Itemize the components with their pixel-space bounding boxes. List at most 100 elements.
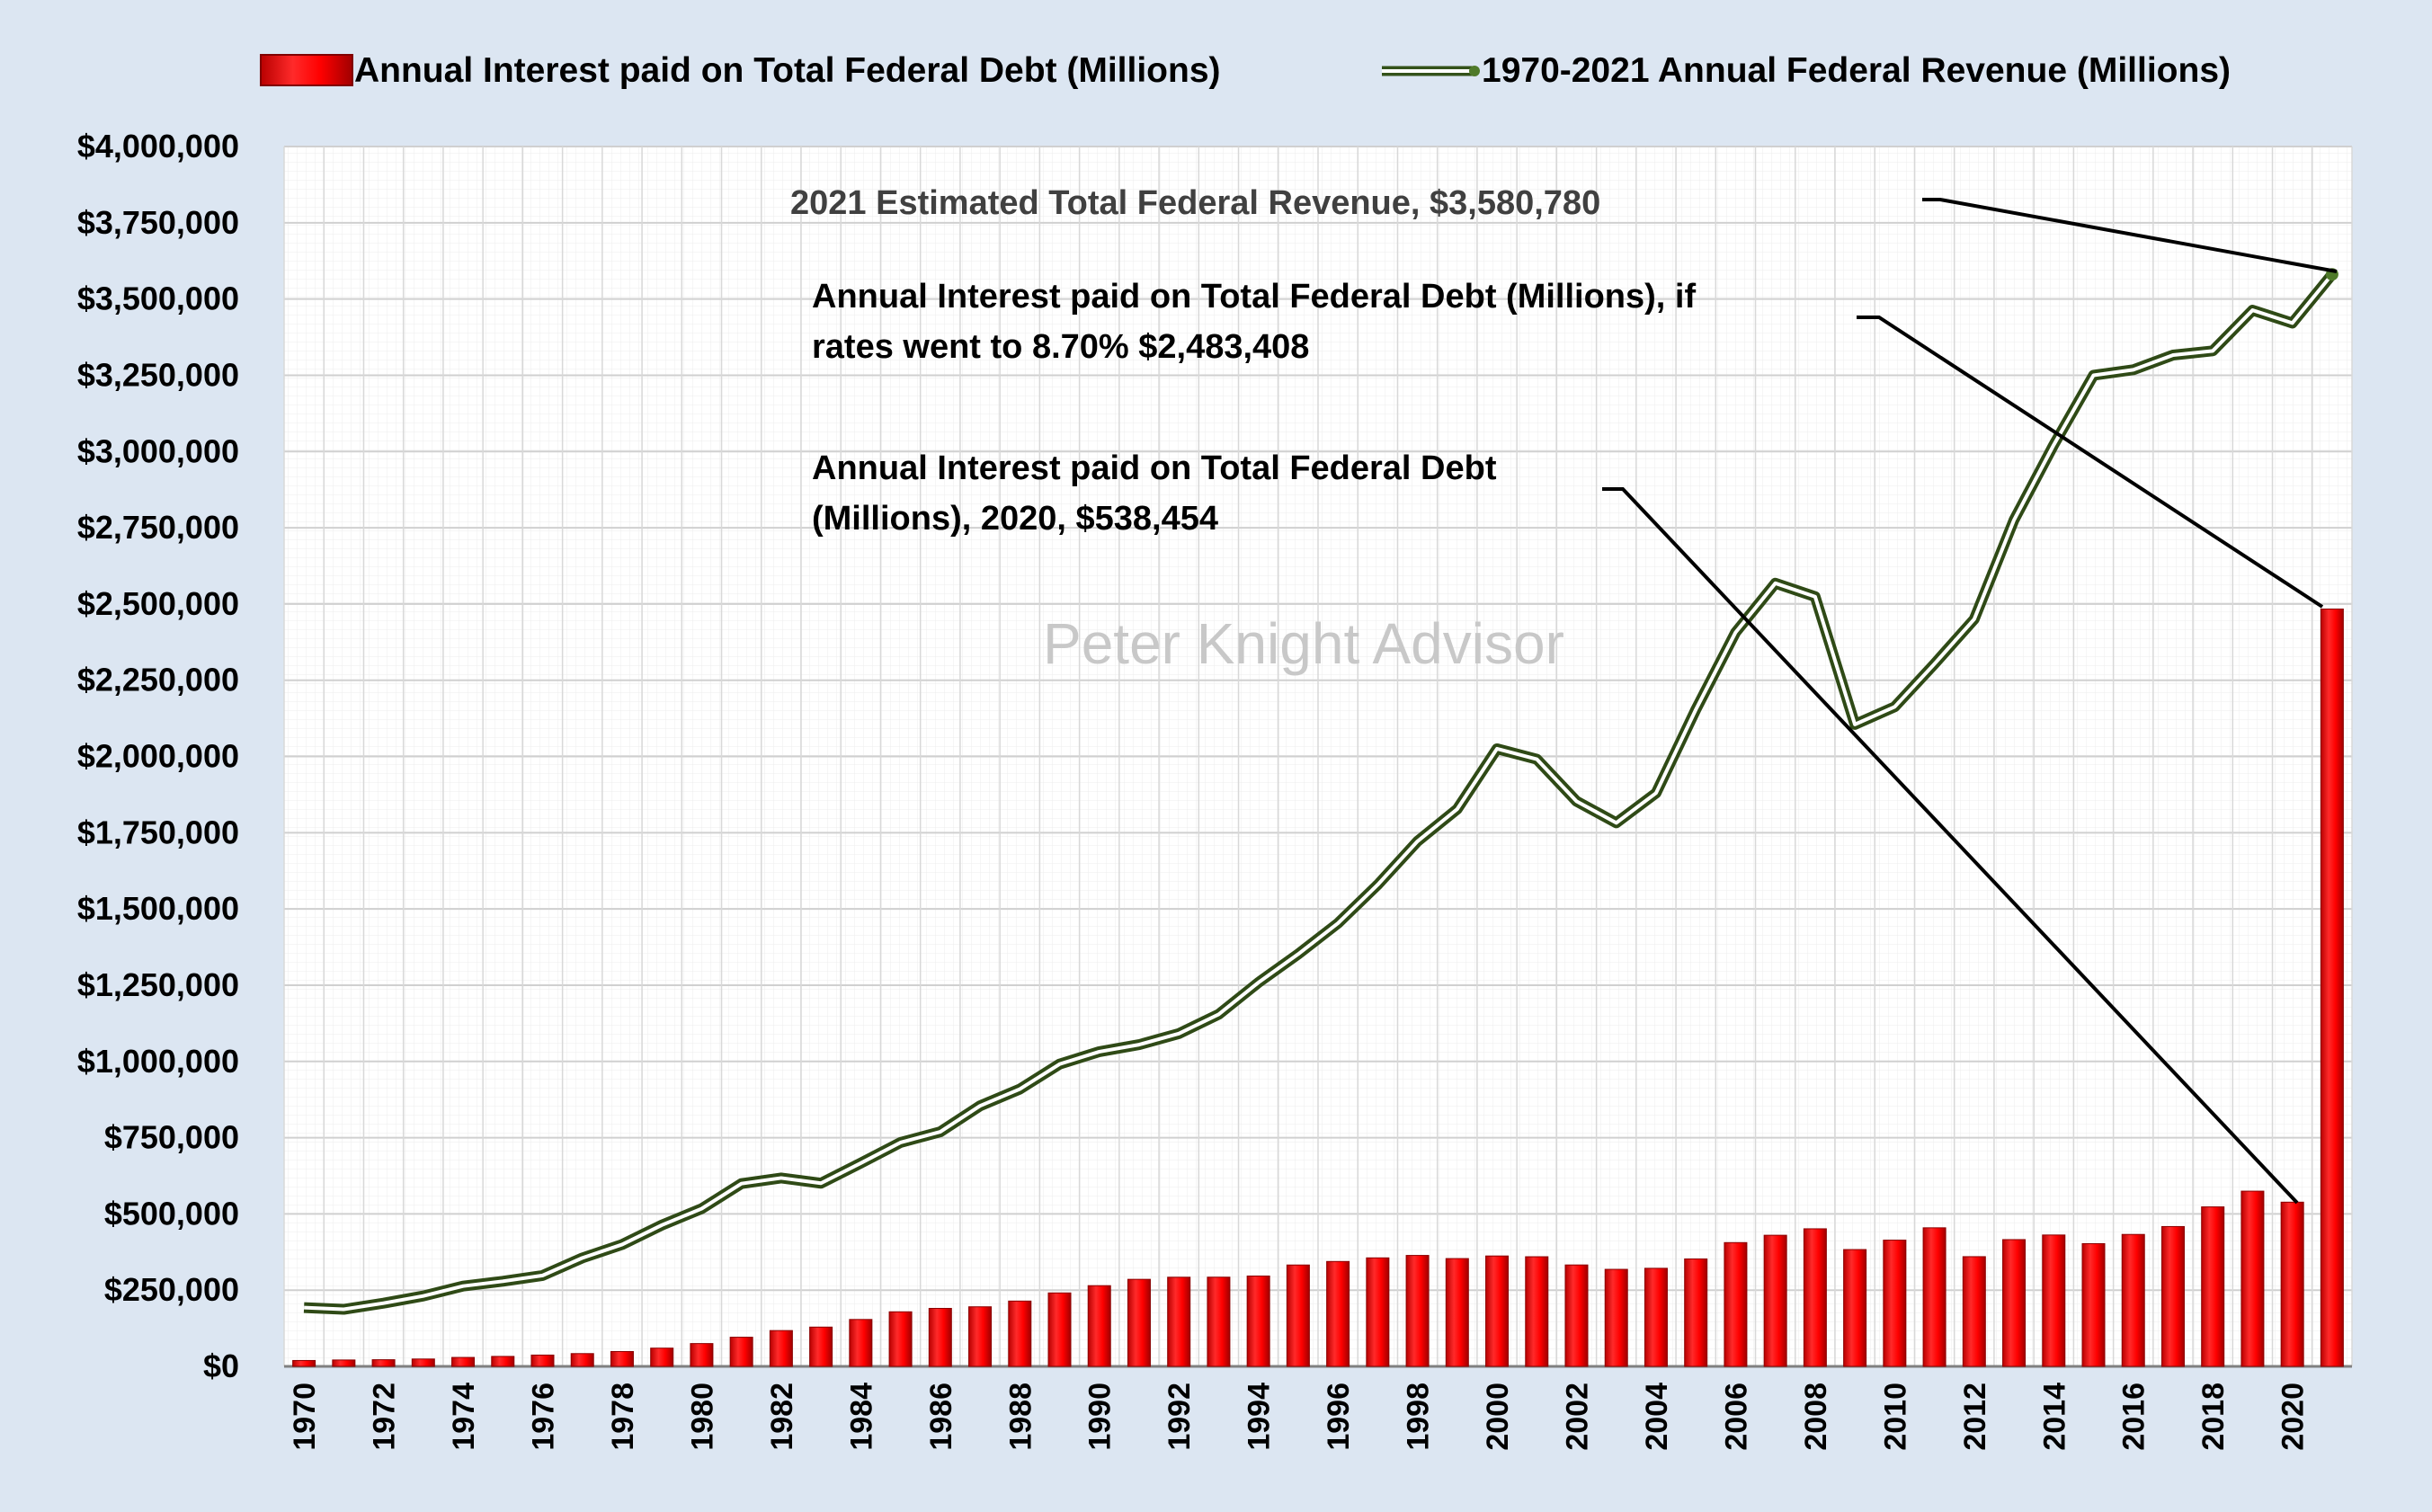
y-tick-label: $2,250,000 (77, 662, 239, 698)
bar-interest-2011 (1922, 1227, 1946, 1367)
x-tick-label: 1992 (1163, 1383, 1197, 1451)
bar-interest-1986 (928, 1307, 952, 1367)
x-tick-label: 1996 (1322, 1383, 1356, 1451)
legend-marker-revenue (1469, 66, 1480, 76)
bar-interest-1982 (769, 1330, 793, 1367)
y-tick-label: $3,750,000 (77, 204, 239, 241)
x-tick-label: 1984 (844, 1383, 878, 1451)
x-axis-ticks: 1970 1972 1974 1976 1978 1980 1982 1984 1986 1988… (288, 1383, 2311, 1451)
line-revenue-inner (304, 272, 2334, 1312)
bar-interest-2014 (2042, 1234, 2066, 1367)
y-tick-label: $3,500,000 (77, 280, 239, 317)
bar-interest-1971 (332, 1359, 356, 1367)
bar-interest-1975 (491, 1356, 515, 1367)
bar-interest-2003 (1604, 1268, 1628, 1367)
bar-interest-2007 (1763, 1234, 1787, 1367)
x-tick-label: 2008 (1799, 1383, 1833, 1451)
x-tick-label: 1970 (288, 1383, 322, 1451)
bar-interest-2002 (1564, 1264, 1589, 1367)
y-tick-label: $1,750,000 (77, 814, 239, 850)
y-tick-label: $2,500,000 (77, 585, 239, 622)
annotation-interest-8-70-line2: rates went to 8.70% $2,483,408 (812, 328, 1309, 366)
y-tick-label: $3,000,000 (77, 432, 239, 469)
gridlines (283, 146, 2353, 1368)
bar-interest-1984 (849, 1319, 873, 1367)
bar-interest-2008 (1803, 1228, 1827, 1367)
x-tick-label: 2004 (1640, 1383, 1674, 1451)
bar-interest-1970 (292, 1359, 316, 1367)
bar-interest-1990 (1087, 1285, 1111, 1367)
x-tick-label: 2014 (2037, 1383, 2071, 1451)
legend-label-interest: Annual Interest paid on Total Federal De… (354, 51, 1221, 90)
x-tick-label: 1988 (1003, 1383, 1038, 1451)
bar-interest-1996 (1326, 1260, 1350, 1367)
x-tick-label: 2012 (1958, 1383, 1992, 1451)
bar-interest-1998 (1405, 1255, 1430, 1367)
annotation-interest-2020-line1: Annual Interest paid on Total Federal De… (812, 449, 1497, 487)
y-tick-label: $2,750,000 (77, 509, 239, 546)
x-tick-label: 1972 (368, 1383, 402, 1451)
x-tick-label: 1974 (447, 1383, 481, 1451)
y-tick-label: $750,000 (104, 1119, 239, 1156)
x-tick-label: 1980 (685, 1383, 719, 1451)
bar-interest-1997 (1366, 1257, 1390, 1367)
y-tick-label: $0 (203, 1347, 239, 1384)
x-tick-label: 2000 (1481, 1383, 1515, 1451)
watermark: Peter Knight Advisor (1043, 611, 1564, 676)
y-tick-label: $1,000,000 (77, 1043, 239, 1080)
bar-interest-1992 (1167, 1276, 1191, 1367)
annotation-revenue-2021: 2021 Estimated Total Federal Revenue, $3… (790, 184, 1600, 222)
legend-swatch-interest (260, 54, 353, 86)
x-tick-label: 2010 (1878, 1383, 1912, 1451)
bar-interest-2004 (1644, 1267, 1668, 1367)
x-tick-label: 2016 (2117, 1383, 2151, 1451)
legend: Annual Interest paid on Total Federal De… (260, 51, 2231, 90)
bar-interest-1976 (530, 1354, 555, 1367)
legend-label-revenue: 1970-2021 Annual Federal Revenue (Millio… (1482, 51, 2231, 90)
bar-interest-1994 (1246, 1275, 1270, 1367)
line-series (303, 268, 2338, 1315)
bar-interest-2019 (2240, 1190, 2265, 1367)
bar-interest-2006 (1724, 1241, 1748, 1367)
bar-interest-1981 (729, 1337, 753, 1367)
y-tick-label: $1,250,000 (77, 966, 239, 1003)
bar-interest-1988 (1008, 1300, 1032, 1367)
leader-interest-8-70 (1857, 316, 2324, 609)
bar-interest-2000 (1485, 1255, 1510, 1367)
y-tick-label: $4,000,000 (77, 128, 239, 165)
bar-interest-2016 (2121, 1233, 2145, 1367)
bar-interest-1993 (1207, 1276, 1231, 1367)
x-tick-label: 1994 (1243, 1383, 1277, 1451)
x-tick-label: 2020 (2276, 1383, 2311, 1451)
bar-interest-1983 (809, 1326, 833, 1367)
leader-interest-2020 (1602, 487, 2299, 1205)
bar-interest-2015 (2081, 1242, 2106, 1367)
bar-interest-2017 (2160, 1225, 2185, 1367)
bar-interest-2010 (1883, 1240, 1907, 1367)
bar-interest-1977 (570, 1353, 594, 1367)
y-tick-label: $500,000 (104, 1195, 239, 1232)
bar-interest-2009 (1843, 1249, 1867, 1367)
bar-interest-1973 (411, 1358, 435, 1367)
x-tick-label: 2006 (1719, 1383, 1753, 1451)
bar-interest-1980 (690, 1343, 714, 1367)
x-tick-label: 1986 (924, 1383, 958, 1451)
bar-series (292, 609, 2344, 1367)
bar-interest-1979 (650, 1347, 674, 1367)
bar-interest-2012 (1962, 1256, 1986, 1367)
leader-revenue-2021 (1922, 198, 2338, 273)
bar-interest-2001 (1525, 1256, 1549, 1367)
y-axis-ticks: $0 $250,000 $500,000 $750,000 $1,000,000 $1,2… (77, 128, 239, 1384)
x-tick-label: 1998 (1402, 1383, 1436, 1451)
bar-interest-1985 (888, 1311, 913, 1367)
bar-interest-1995 (1286, 1264, 1310, 1367)
bar-interest-2021 (2320, 609, 2344, 1367)
x-tick-label: 2002 (1561, 1383, 1595, 1451)
bar-interest-1987 (968, 1306, 993, 1367)
y-tick-label: $3,250,000 (77, 356, 239, 393)
x-tick-label: 1976 (527, 1383, 561, 1451)
y-tick-label: $2,000,000 (77, 738, 239, 775)
bar-interest-1999 (1445, 1258, 1469, 1367)
y-tick-label: $1,500,000 (77, 890, 239, 927)
